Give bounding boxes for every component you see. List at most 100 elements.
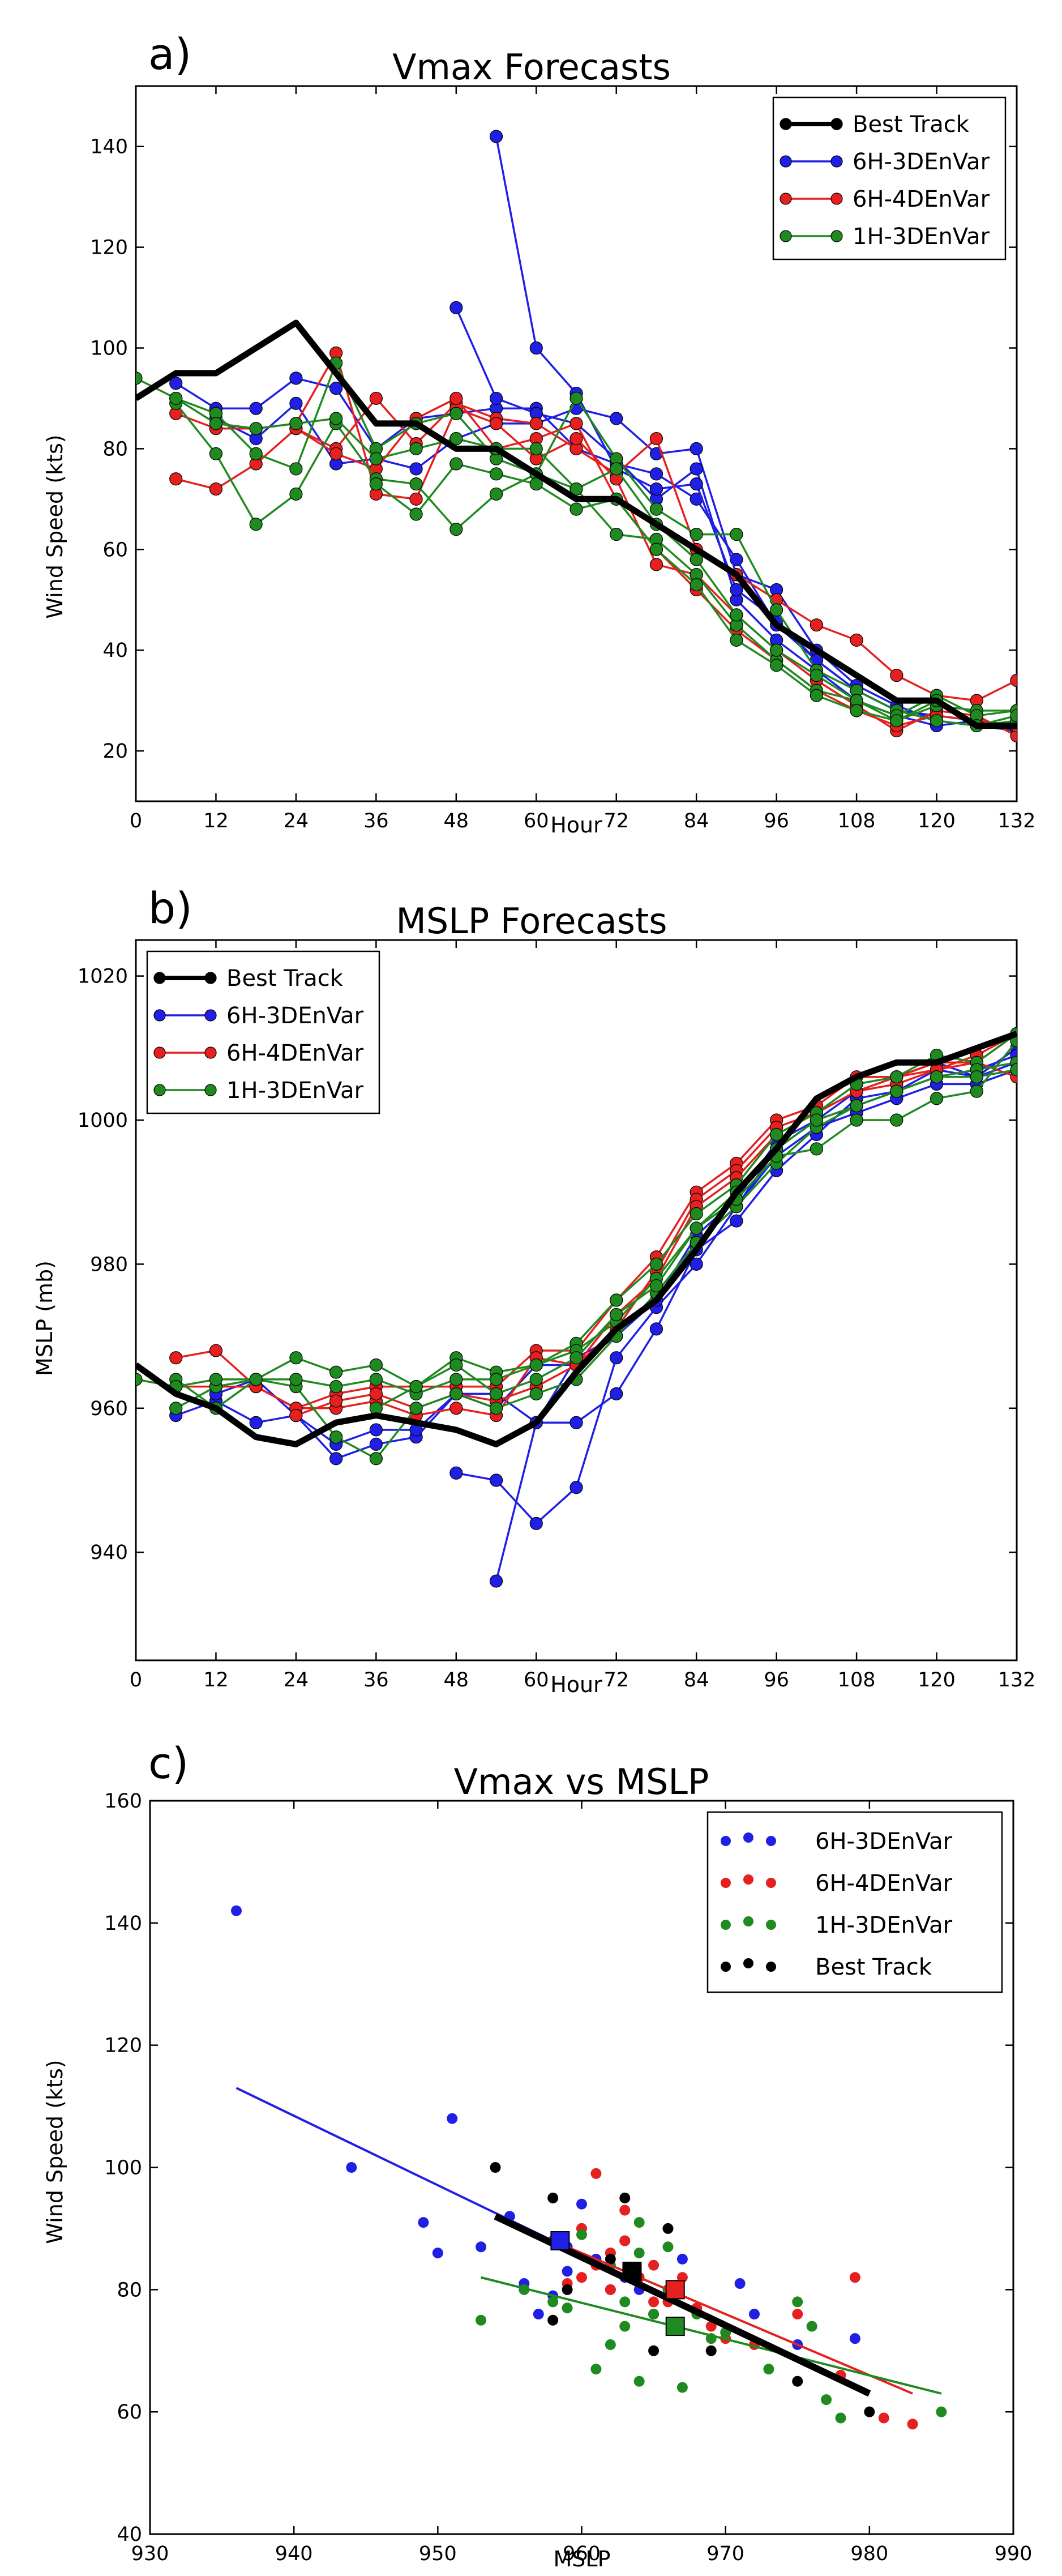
x-tick-label: 60 bbox=[524, 1669, 549, 1691]
scatter-point-1h-3denvar bbox=[648, 2309, 660, 2319]
plot-marks bbox=[136, 1027, 1017, 1588]
data-point-6h-4denvar bbox=[489, 417, 503, 430]
data-point-6h-4denvar bbox=[369, 1387, 383, 1400]
data-point-6h-4denvar bbox=[810, 618, 823, 632]
scatter-point-6h-4denvar bbox=[648, 2296, 660, 2308]
data-point-1h-3denvar bbox=[249, 1373, 263, 1386]
y-tick-label: 120 bbox=[104, 2035, 142, 2057]
legend-swatch-marker bbox=[780, 118, 792, 130]
data-point-6h-4denvar bbox=[209, 482, 223, 496]
scatter-point-6h-4denvar bbox=[619, 2205, 631, 2216]
scatter-point-1h-3denvar bbox=[806, 2321, 817, 2332]
scatter-point-best-track bbox=[605, 2253, 616, 2265]
data-point-1h-3denvar bbox=[810, 1142, 823, 1156]
x-tick-label: 48 bbox=[444, 810, 469, 832]
y-tick-label: 40 bbox=[102, 639, 128, 662]
data-point-6h-3denvar bbox=[690, 462, 703, 476]
data-point-6h-3denvar bbox=[369, 1423, 383, 1437]
legend-swatch-marker bbox=[830, 230, 843, 242]
y-tick-label: 80 bbox=[102, 438, 128, 460]
legend-label: Best Track bbox=[226, 966, 344, 992]
scatter-point-1h-3denvar bbox=[619, 2296, 631, 2308]
scatter-point-best-track bbox=[864, 2406, 875, 2417]
data-point-6h-3denvar bbox=[489, 130, 503, 143]
data-point-6h-3denvar bbox=[730, 1214, 743, 1228]
data-point-1h-3denvar bbox=[890, 1084, 903, 1098]
legend-label: 6H-3DEnVar bbox=[815, 1829, 953, 1855]
data-point-1h-3denvar bbox=[890, 1070, 903, 1084]
scatter-point-1h-3denvar bbox=[633, 2376, 645, 2387]
scatter-point-6h-4denvar bbox=[878, 2412, 889, 2424]
series-line-1h-3denvar bbox=[175, 1032, 1017, 1409]
data-point-6h-4denvar bbox=[369, 391, 383, 405]
legend-entry-best-track: Best Track bbox=[721, 1954, 932, 1980]
data-point-6h-4denvar bbox=[329, 447, 343, 460]
x-tick-label: 0 bbox=[130, 810, 142, 832]
legend-swatch-marker bbox=[743, 1832, 753, 1843]
data-point-1h-3denvar bbox=[649, 1257, 663, 1271]
scatter-point-6h-3denvar bbox=[849, 2333, 860, 2344]
series-line-6h-4denvar bbox=[175, 350, 1017, 737]
x-tick-label: 72 bbox=[603, 1669, 629, 1691]
y-tick-label: 120 bbox=[90, 237, 128, 259]
series-line-6h-4denvar bbox=[296, 1032, 1017, 1417]
x-tick-label: 24 bbox=[284, 810, 309, 832]
legend-swatch-marker bbox=[204, 1084, 217, 1096]
series-line-best-track bbox=[136, 1031, 1017, 1447]
data-point-1h-3denvar bbox=[409, 507, 423, 521]
legend-label: 1H-3DEnVar bbox=[853, 224, 990, 250]
data-point-1h-3denvar bbox=[569, 482, 583, 496]
data-point-1h-3denvar bbox=[489, 1402, 503, 1415]
data-point-6h-4denvar bbox=[529, 417, 543, 430]
legend-swatch-marker bbox=[830, 193, 843, 205]
x-tick-label: 84 bbox=[684, 1669, 709, 1691]
x-tick-label: 96 bbox=[764, 1669, 789, 1691]
series-line-6h-3denvar bbox=[495, 1054, 1017, 1582]
y-axis-label: Wind Speed (kts) bbox=[42, 434, 67, 618]
data-point-1h-3denvar bbox=[690, 1221, 703, 1235]
x-tick-label: 950 bbox=[419, 2543, 457, 2565]
data-point-6h-3denvar bbox=[329, 382, 343, 395]
legend-swatch-marker bbox=[204, 972, 217, 984]
data-point-6h-4denvar bbox=[569, 417, 583, 430]
data-point-6h-3denvar bbox=[529, 341, 543, 355]
y-tick-label: 960 bbox=[90, 1398, 128, 1420]
data-point-1h-3denvar bbox=[730, 633, 743, 647]
y-tick-label: 140 bbox=[104, 1912, 142, 1935]
data-point-6h-4denvar bbox=[649, 432, 663, 446]
data-point-1h-3denvar bbox=[289, 1351, 303, 1365]
scatter-point-1h-3denvar bbox=[676, 2382, 688, 2393]
data-point-6h-3denvar bbox=[289, 396, 303, 410]
legend-swatch-marker bbox=[153, 972, 166, 984]
data-point-6h-3denvar bbox=[449, 1466, 463, 1480]
data-point-1h-3denvar bbox=[690, 553, 703, 566]
data-point-1h-3denvar bbox=[1010, 709, 1017, 723]
data-point-6h-4denvar bbox=[169, 472, 183, 486]
data-point-1h-3denvar bbox=[930, 1092, 944, 1105]
data-point-1h-3denvar bbox=[289, 417, 303, 430]
panel-label: b) bbox=[148, 883, 192, 933]
data-point-1h-3denvar bbox=[930, 714, 944, 728]
data-point-1h-3denvar bbox=[610, 1308, 623, 1322]
legend-swatch-marker bbox=[743, 1874, 753, 1885]
mean-marker-1h-3denvar bbox=[665, 2317, 685, 2336]
scatter-point-6h-4denvar bbox=[590, 2168, 602, 2179]
y-tick-label: 980 bbox=[90, 1253, 128, 1276]
scatter-point-best-track bbox=[562, 2284, 573, 2295]
mean-marker-6h-3denvar bbox=[550, 2231, 570, 2250]
x-tick-label: 36 bbox=[363, 810, 389, 832]
data-point-6h-3denvar bbox=[690, 477, 703, 491]
data-point-1h-3denvar bbox=[770, 603, 783, 617]
legend-swatch-marker bbox=[830, 118, 843, 130]
legend-label: 6H-4DEnVar bbox=[226, 1040, 364, 1066]
data-point-6h-4denvar bbox=[169, 1351, 183, 1365]
data-point-1h-3denvar bbox=[850, 704, 863, 717]
legend-swatch-marker bbox=[766, 1962, 776, 1972]
plot-marks bbox=[231, 1905, 947, 2430]
data-point-1h-3denvar bbox=[489, 467, 503, 481]
data-point-1h-3denvar bbox=[369, 452, 383, 465]
legend-label: 6H-4DEnVar bbox=[815, 1870, 953, 1896]
data-point-1h-3denvar bbox=[489, 1373, 503, 1386]
data-point-1h-3denvar bbox=[810, 689, 823, 702]
x-tick-label: 0 bbox=[130, 1669, 142, 1691]
